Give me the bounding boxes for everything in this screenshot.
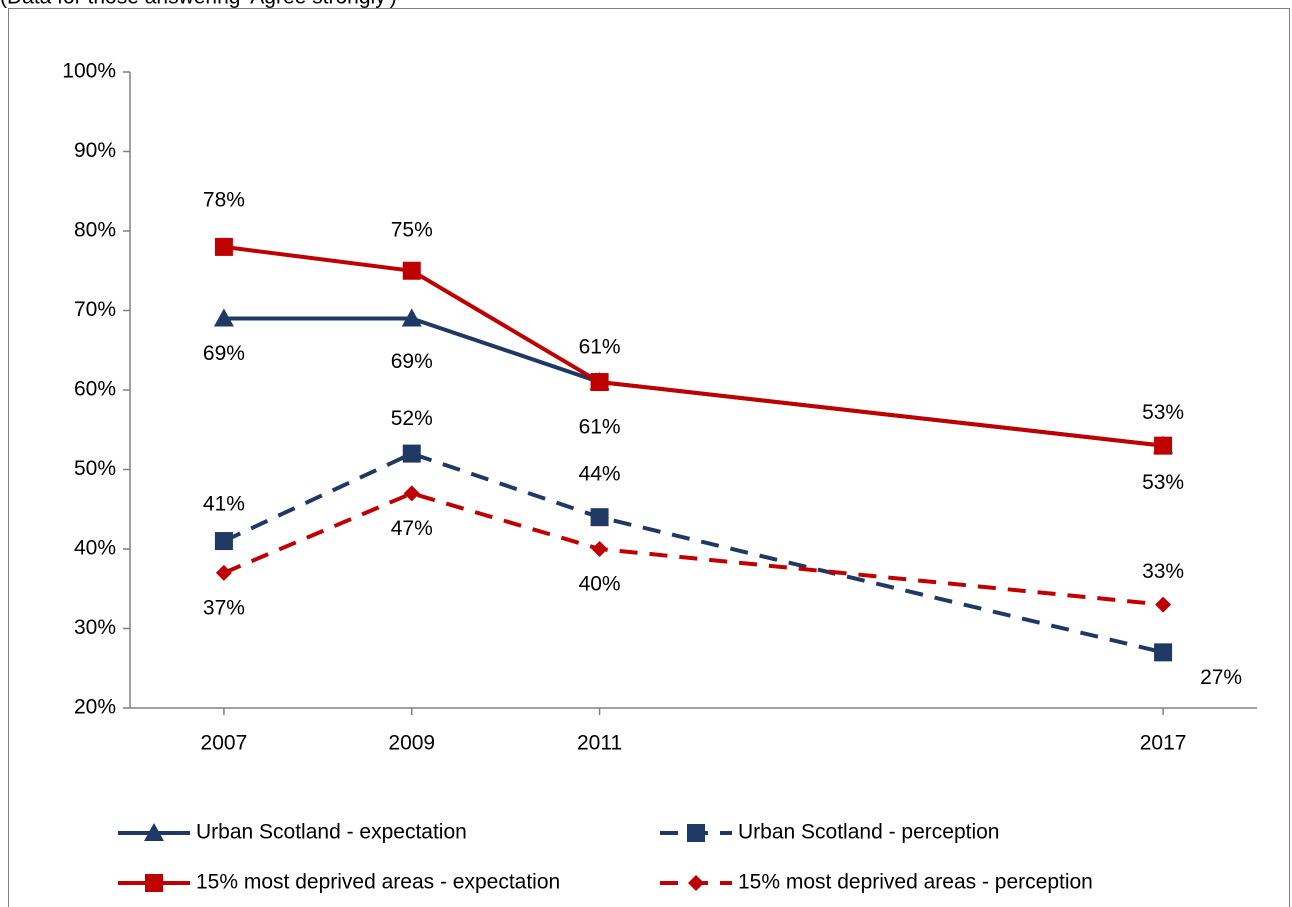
data-point <box>1155 596 1172 613</box>
data-point <box>215 564 232 581</box>
data-label: 78% <box>203 188 245 211</box>
data-point <box>1154 436 1173 455</box>
legend-label: Urban Scotland - perception <box>738 821 1000 844</box>
series-line <box>223 491 1164 607</box>
data-point <box>590 508 609 527</box>
y-tick-label: 20% <box>74 696 116 719</box>
y-tick-label: 90% <box>74 139 116 162</box>
data-label: 47% <box>391 517 433 540</box>
series-line <box>223 244 1164 448</box>
legend-label: 15% most deprived areas - perception <box>738 871 1093 894</box>
data-label: 41% <box>203 493 245 516</box>
y-tick-label: 40% <box>74 537 116 560</box>
legend-marker <box>145 874 163 892</box>
x-tick-label: 2011 <box>577 732 622 755</box>
y-tick-label: 70% <box>74 298 116 321</box>
legend-marker <box>144 823 164 841</box>
y-tick-label: 80% <box>74 219 116 242</box>
legend-label: 15% most deprived areas - expectation <box>196 871 560 894</box>
data-label: 69% <box>391 350 433 373</box>
data-point <box>214 237 233 256</box>
data-point <box>401 308 422 327</box>
data-point <box>590 373 609 392</box>
legend-marker <box>687 824 705 842</box>
data-point <box>403 485 420 502</box>
data-point <box>213 308 234 327</box>
data-label: 40% <box>579 573 621 596</box>
data-label: 61% <box>579 416 621 439</box>
data-point <box>402 261 421 280</box>
data-point <box>591 541 608 557</box>
chart-subtitle: (Data for those answering 'Agree strongl… <box>0 0 397 9</box>
x-tick-label: 2017 <box>1140 732 1187 755</box>
series-line <box>223 451 1164 655</box>
legend-marker <box>688 875 704 891</box>
data-label: 69% <box>203 342 245 365</box>
series-line <box>223 316 1164 448</box>
data-label: 61% <box>579 336 621 359</box>
data-point <box>214 532 233 551</box>
legend-label: Urban Scotland - expectation <box>196 821 467 844</box>
data-label: 27% <box>1200 666 1242 689</box>
y-tick-label: 50% <box>74 457 116 480</box>
data-point <box>1154 643 1173 662</box>
chart-border <box>8 8 1290 907</box>
y-tick-label: 100% <box>62 60 116 83</box>
data-label: 44% <box>579 463 621 486</box>
data-label: 37% <box>203 596 245 619</box>
data-label: 33% <box>1142 560 1184 583</box>
data-point <box>402 444 421 463</box>
data-label: 53% <box>1142 401 1184 424</box>
data-label: 52% <box>391 407 433 430</box>
x-tick-label: 2007 <box>201 732 248 755</box>
y-tick-label: 60% <box>74 378 116 401</box>
data-label: 75% <box>391 218 433 241</box>
y-tick-label: 30% <box>74 616 116 639</box>
data-label: 53% <box>1142 471 1184 494</box>
x-tick-label: 2009 <box>388 732 435 755</box>
